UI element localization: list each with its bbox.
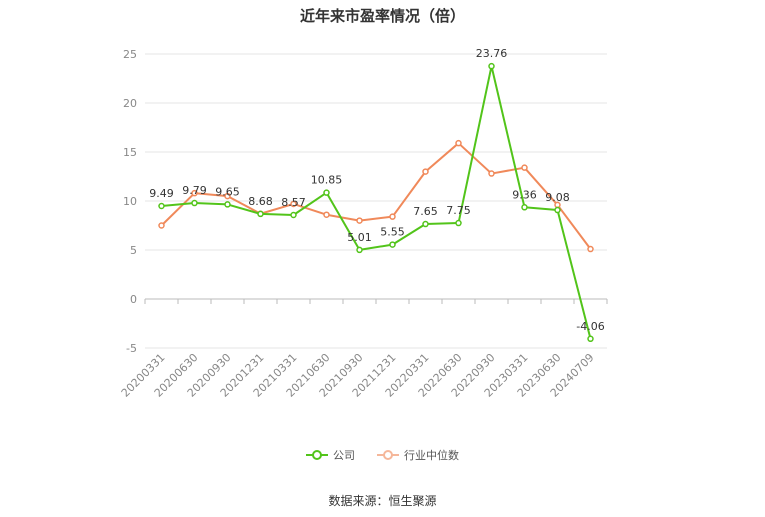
company-data-point — [158, 202, 165, 210]
company-data-point — [323, 189, 330, 196]
industry-median-data-point — [488, 170, 495, 177]
company-data-label: 5.55 — [380, 226, 405, 239]
legend-industry-median-icon — [377, 450, 399, 460]
industry-median-data-point — [521, 164, 528, 171]
legend-industry-median-label: 行业中位数 — [404, 449, 459, 462]
industry-median-data-point — [290, 200, 297, 208]
company-data-point — [587, 335, 594, 343]
legend-company-icon — [306, 450, 328, 460]
company-data-point — [191, 199, 198, 207]
industry-median-data-point — [224, 192, 231, 200]
legend-company-label: 公司 — [333, 449, 355, 462]
company-data-point — [224, 201, 231, 208]
y-tick-label: 20 — [123, 97, 137, 110]
industry-median-data-point — [422, 168, 429, 175]
industry-median-data-point — [191, 189, 198, 197]
company-data-point — [521, 204, 528, 211]
company-data-label: 7.75 — [446, 204, 471, 217]
company-data-label: 5.01 — [347, 231, 372, 244]
company-data-label: 9.36 — [512, 188, 537, 201]
company-data-label: 10.85 — [311, 174, 343, 187]
data-labels: 9.49 9.79 9.65 8.68 8.57 10.85 5.01 5.55 7.65 7.7… — [149, 47, 604, 333]
series-lines — [158, 62, 594, 343]
company-data-point — [356, 246, 363, 254]
industry-median-data-point — [389, 213, 396, 220]
industry-median-data-point — [455, 139, 462, 147]
y-tick-label: 0 — [130, 293, 137, 306]
company-data-label: 9.49 — [149, 187, 174, 200]
industry-median-data-point — [356, 217, 363, 224]
axes: 2520151050-52020033120200630202009302020… — [119, 48, 608, 400]
company-data-point — [422, 220, 429, 228]
company-data-label: 9.65 — [215, 185, 240, 198]
company-data-label: 8.57 — [281, 196, 306, 209]
industry-median-data-point — [158, 222, 165, 229]
grid-lines — [145, 53, 607, 349]
y-tick-label: 15 — [123, 146, 137, 159]
industry-median-data-point — [587, 245, 594, 253]
industry-median-data-point — [323, 211, 330, 218]
industry-median-series-line — [160, 142, 592, 250]
y-tick-label: -5 — [126, 342, 137, 355]
chart-title: 近年来市盈率情况（倍） — [299, 7, 465, 25]
legend: 公司 行业中位数 — [0, 447, 765, 463]
company-data-label: -4.06 — [576, 320, 604, 333]
y-tick-label: 5 — [130, 244, 137, 257]
company-data-label: 7.65 — [413, 205, 438, 218]
source-note: 数据来源：恒生聚源 — [328, 494, 437, 508]
company-data-point — [554, 206, 561, 214]
company-data-point — [257, 210, 264, 218]
y-tick-label: 25 — [123, 48, 137, 61]
company-data-label: 9.08 — [545, 191, 570, 204]
y-tick-label: 10 — [123, 195, 137, 208]
company-data-label: 9.79 — [182, 184, 207, 197]
company-data-point — [488, 62, 495, 70]
company-data-label: 23.76 — [476, 47, 508, 60]
company-data-label: 8.68 — [248, 195, 273, 208]
legend-item-industry-median[interactable]: 行业中位数 — [377, 447, 459, 463]
company-series-line — [161, 65, 592, 340]
company-data-point — [455, 219, 462, 227]
company-data-point — [389, 241, 396, 248]
company-data-point — [290, 211, 297, 219]
legend-item-company[interactable]: 公司 — [306, 447, 355, 463]
